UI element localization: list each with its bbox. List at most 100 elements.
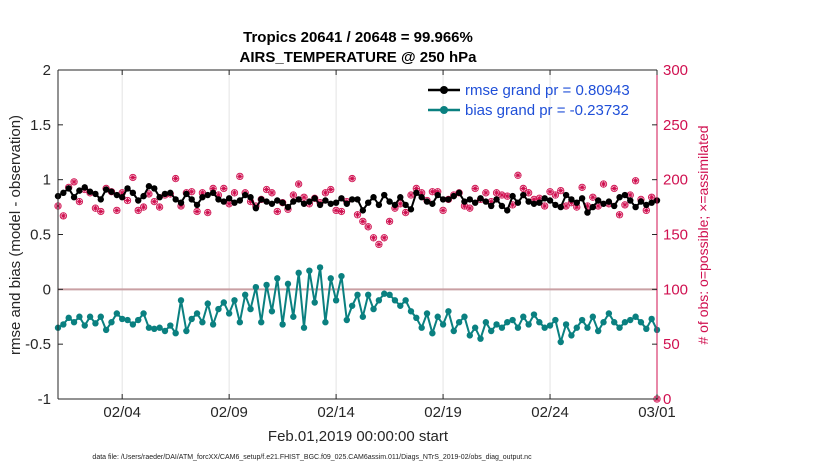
legend-rmse-label: rmse grand pr = 0.80943	[465, 82, 630, 99]
obs-possible-point	[262, 185, 271, 194]
plot-background	[58, 70, 657, 399]
obs-assimilated-point	[215, 192, 222, 198]
obs-possible-point	[268, 189, 276, 197]
obs-possible-point	[439, 206, 447, 215]
rmse-point	[402, 201, 409, 209]
bias-point	[439, 321, 447, 328]
x-tick-label: 02/04	[103, 404, 141, 421]
rmse-point	[370, 194, 377, 201]
bias-point	[450, 327, 457, 335]
rmse-point	[279, 199, 286, 206]
bias-point	[557, 338, 564, 346]
obs-assimilated-point	[381, 235, 387, 241]
obs-assimilated-point	[536, 195, 542, 201]
bias-point	[445, 308, 452, 315]
rmse-point	[584, 209, 591, 216]
obs-possible-point	[557, 186, 565, 195]
bias-point	[263, 281, 270, 289]
bias-point	[434, 313, 441, 320]
obs-possible-point	[150, 197, 158, 206]
bias-point	[573, 324, 580, 331]
rmse-point	[140, 192, 147, 200]
obs-possible-point	[546, 188, 554, 196]
rmse-point	[488, 202, 495, 210]
bias-point	[102, 326, 110, 334]
rmse-point	[86, 188, 94, 195]
legend: rmse grand pr = 0.80943 bias grand pr = …	[428, 82, 630, 119]
rmse-point	[252, 204, 260, 212]
bias-point	[81, 322, 88, 329]
obs-assimilated-point	[419, 190, 425, 196]
obs-assimilated-point	[274, 208, 280, 215]
bias-point	[70, 319, 78, 326]
y-tick-label: -1	[38, 391, 51, 408]
obs-assimilated-point	[520, 185, 526, 192]
y2-tick-label: 0	[663, 391, 671, 408]
obs-possible-point	[615, 211, 624, 219]
bias-point	[327, 275, 334, 282]
obs-assimilated-point	[574, 204, 580, 210]
bias-point	[65, 314, 72, 322]
rmse-point	[471, 199, 479, 206]
bias-point	[124, 316, 131, 324]
rmse-point	[258, 196, 265, 203]
bias-point	[118, 315, 126, 323]
obs-assimilated-point	[151, 199, 157, 205]
bias-point	[76, 313, 83, 320]
bias-point	[311, 299, 318, 306]
obs-assimilated-point	[542, 203, 548, 209]
obs-possible-point	[498, 191, 506, 199]
rmse-point	[632, 203, 639, 211]
obs-assimilated-point	[515, 172, 521, 178]
bias-point	[225, 310, 233, 317]
bias-point	[397, 302, 404, 309]
bias-point	[343, 316, 351, 324]
obs-assimilated-point	[526, 190, 532, 196]
obs-assimilated-point	[60, 213, 66, 219]
obs-possible-point	[327, 185, 335, 194]
bias-point	[375, 297, 383, 304]
obs-assimilated-point	[301, 194, 307, 200]
rmse-point	[477, 195, 484, 202]
obs-assimilated-point	[194, 208, 200, 215]
rmse-point	[514, 199, 522, 206]
obs-possible-point	[172, 174, 180, 183]
obs-assimilated-point	[633, 178, 639, 184]
x-tick-label: 03/01	[638, 404, 676, 421]
obs-possible-point	[337, 207, 346, 216]
rmse-point	[193, 201, 201, 209]
rmse-point	[525, 198, 532, 205]
obs-assimilated-point	[649, 194, 655, 200]
bias-point	[578, 316, 586, 324]
bias-point	[514, 324, 522, 331]
obs-possible-point	[466, 204, 474, 212]
obs-assimilated-point	[579, 184, 585, 190]
obs-assimilated-point	[263, 186, 270, 193]
rmse-point	[204, 191, 211, 199]
bias-point	[391, 297, 399, 304]
obs-assimilated-point	[392, 205, 398, 211]
rmse-point	[552, 201, 559, 209]
obs-possible-point	[610, 184, 618, 193]
rmse-point	[573, 199, 580, 206]
bias-point	[220, 299, 227, 306]
tick-labels: -1 -0.5 0 0.5 1 1.5 2 0 50 100 150 200 250 300 02/04 02…	[25, 62, 688, 421]
rmse-point	[391, 201, 399, 209]
obs-possible-point	[631, 177, 640, 185]
bias-point	[236, 319, 244, 326]
obs-possible-point	[139, 203, 148, 211]
rmse-point	[284, 203, 292, 211]
obs-assimilated-point	[413, 185, 419, 192]
y2-tick-label: 50	[663, 336, 680, 353]
bias-point	[295, 269, 302, 277]
rmse-point	[220, 198, 227, 205]
bias-point	[183, 327, 190, 335]
y2-tick-label: 200	[663, 172, 688, 189]
rmse-point	[295, 196, 302, 203]
obs-possible-point	[369, 234, 378, 242]
bias-point	[589, 313, 597, 320]
plot-area	[58, 70, 658, 399]
rmse-point	[311, 195, 318, 202]
rmse-point	[113, 191, 121, 199]
rmse-point	[306, 198, 313, 205]
